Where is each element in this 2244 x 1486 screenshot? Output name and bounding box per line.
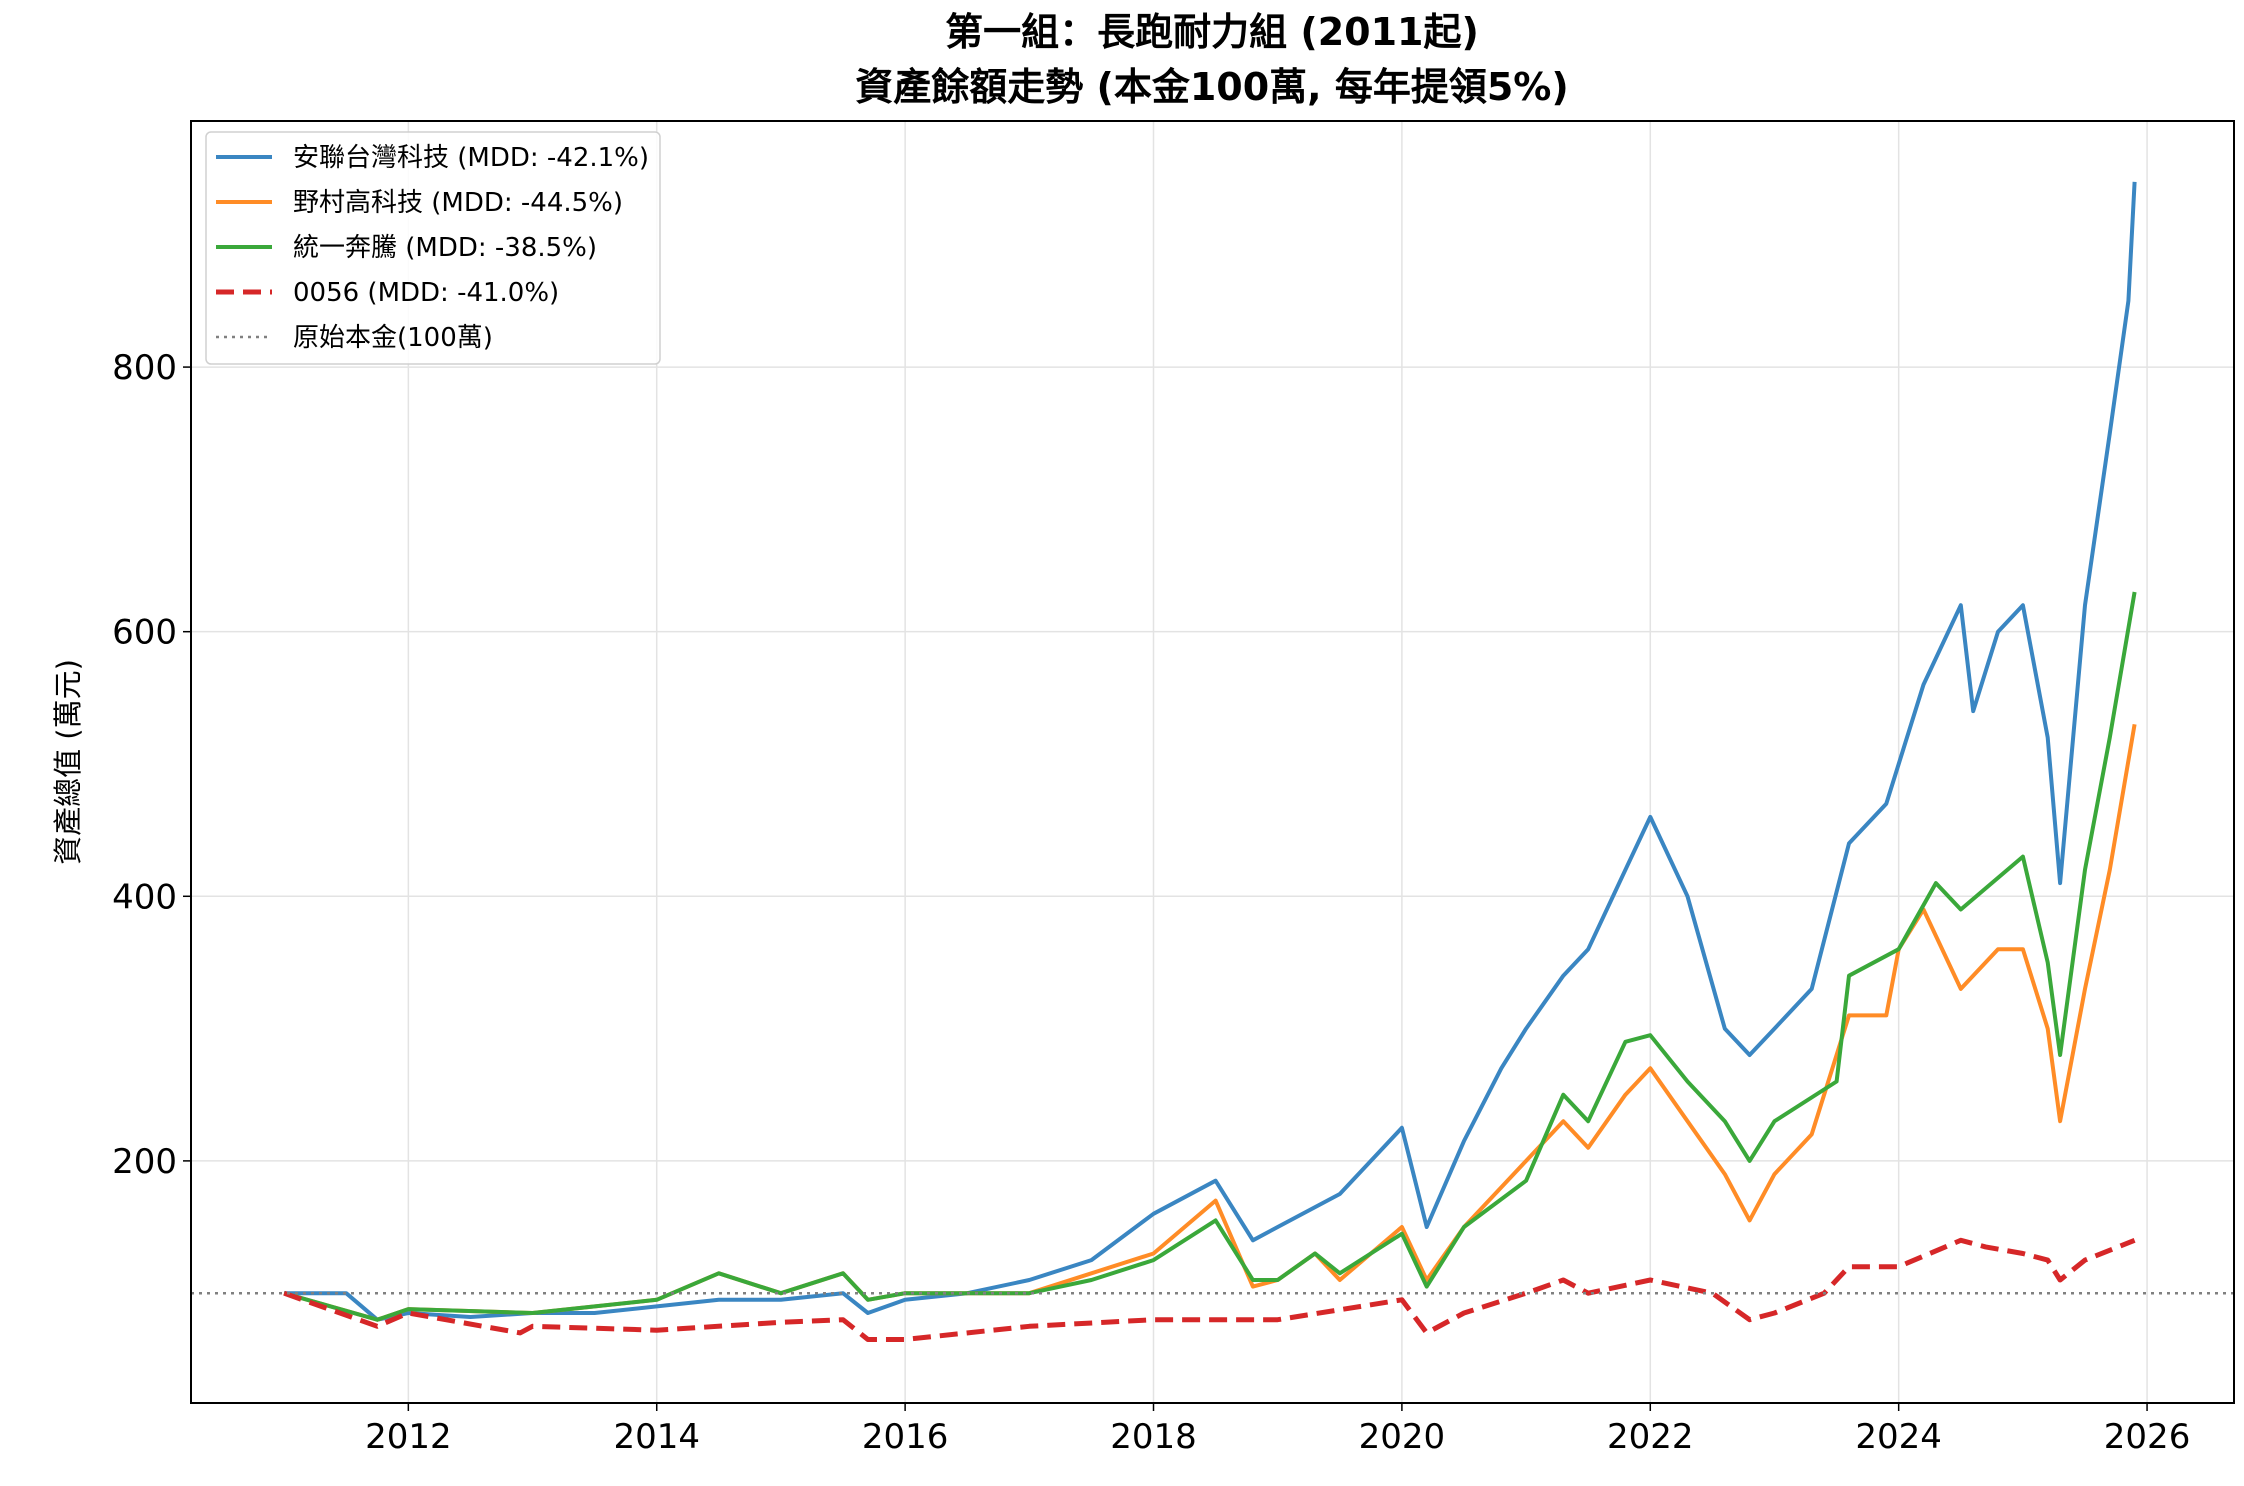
series-line-1 (283, 723, 2137, 1322)
series-line-2 (283, 591, 2137, 1322)
legend-label: 0056 (MDD: -41.0%) (293, 278, 559, 308)
x-tick-label: 2022 (1607, 1417, 1694, 1457)
chart-subtitle: 資產餘額走勢 (本金100萬, 每年提領5%) (855, 65, 1568, 109)
y-tick-label: 400 (112, 877, 177, 917)
chart-title: 第一組：長跑耐力組 (2011起) (945, 10, 1479, 54)
legend-label: 統一奔騰 (MDD: -38.5%) (293, 233, 597, 263)
x-tick-label: 2016 (862, 1417, 949, 1457)
y-tick-label: 200 (112, 1142, 177, 1182)
legend-box (205, 131, 661, 365)
x-tick-label: 2020 (1359, 1417, 1446, 1457)
x-tick-label: 2026 (2104, 1417, 2191, 1457)
y-tick-label: 600 (112, 613, 177, 653)
x-tick-label: 2024 (1855, 1417, 1942, 1457)
x-tick-label: 2014 (613, 1417, 700, 1457)
plot-frame (190, 120, 2235, 1404)
legend-label: 野村高科技 (MDD: -44.5%) (293, 188, 623, 218)
x-tick-label: 2018 (1110, 1417, 1197, 1457)
y-tick-label: 800 (112, 348, 177, 388)
legend: 安聯台灣科技 (MDD: -42.1%) 野村高科技 (MDD: -44.5%) 統… (205, 131, 661, 365)
legend-label: 原始本金(100萬) (293, 323, 493, 353)
legend-label: 安聯台灣科技 (MDD: -42.1%) (293, 143, 649, 173)
x-tick-label: 2012 (365, 1417, 452, 1457)
series-line-3 (283, 1237, 2136, 1342)
series-line-0 (284, 181, 2137, 1322)
y-axis-label: 資產總值 (萬元) (51, 659, 85, 865)
